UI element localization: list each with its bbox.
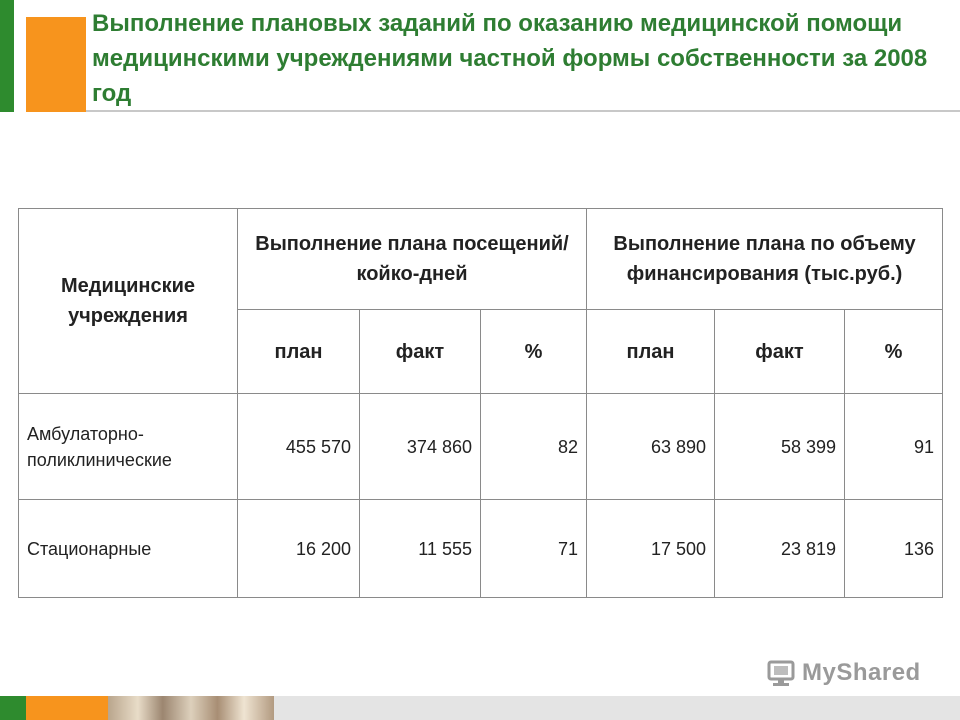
cell-finance-fact: 23 819 (714, 499, 846, 598)
cell-finance-fact: 58 399 (714, 393, 846, 500)
cell-visits-plan: 455 570 (237, 393, 360, 500)
decor-orange-block (26, 17, 86, 112)
plan-execution-table: Медицинские учреждения Выполнение плана … (18, 208, 944, 598)
decor-title-underline (86, 110, 960, 112)
table-header-row: Медицинские учреждения Выполнение плана … (18, 208, 944, 394)
cell-visits-percent: 71 (479, 499, 588, 598)
footer-people-photo (108, 696, 274, 720)
myshared-wordmark: MyShared (802, 659, 921, 686)
cell-finance-plan: 63 890 (586, 393, 716, 500)
header-finance-plan: Выполнение плана по объему финансировани… (586, 208, 944, 310)
myshared-logo-icon (766, 658, 796, 688)
footer-orange-block (26, 696, 108, 720)
subheader-finance-fact: факт (714, 309, 846, 394)
slide-title: Выполнение плановых заданий по оказанию … (92, 10, 928, 107)
subheader-visits-fact: факт (359, 309, 481, 394)
table-row: Амбулаторно-поликлинические 455 570 374 … (18, 393, 944, 500)
cell-finance-percent: 136 (844, 499, 944, 598)
cell-visits-plan: 16 200 (237, 499, 360, 598)
table-row: Стационарные 16 200 11 555 71 17 500 23 … (18, 499, 944, 598)
myshared-watermark[interactable]: MyShared (766, 655, 921, 691)
cell-finance-percent: 91 (844, 393, 944, 500)
cell-finance-plan: 17 500 (586, 499, 716, 598)
subheader-visits-plan: план (237, 309, 360, 394)
header-visits-plan: Выполнение плана посещений/койко-дней (236, 208, 588, 310)
footer-green-block (0, 696, 26, 720)
decor-green-bar (0, 0, 14, 112)
subheader-finance-plan: план (586, 309, 716, 394)
header-institutions: Медицинские учреждения (18, 208, 238, 394)
subheader-visits-percent: % (479, 309, 588, 394)
table-subheader-row: план факт % план факт % (19, 309, 944, 394)
cell-visits-fact: 374 860 (359, 393, 481, 500)
row-name-outpatient: Амбулаторно-поликлинические (18, 393, 238, 500)
cell-visits-percent: 82 (479, 393, 588, 500)
row-name-inpatient: Стационарные (18, 499, 238, 598)
subheader-finance-percent: % (844, 309, 944, 394)
cell-visits-fact: 11 555 (359, 499, 481, 598)
